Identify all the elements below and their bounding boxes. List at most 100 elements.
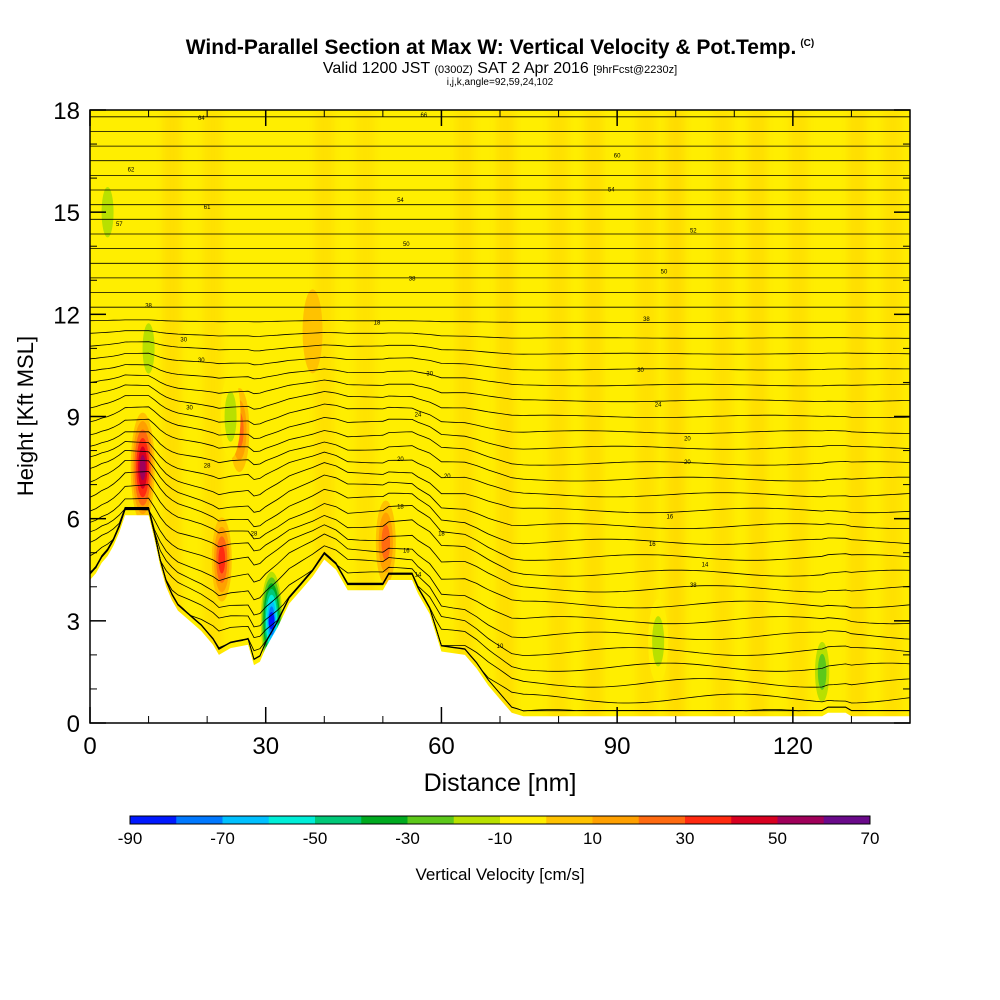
- grid-indices: i,j,k,angle=92,59,24,102: [446, 77, 554, 88]
- isentrope-label: 30: [637, 368, 644, 374]
- chart-title-text: Wind-Parallel Section at Max W: Vertical…: [185, 36, 797, 59]
- isentrope-line: [90, 508, 910, 593]
- downdraft-core: [101, 186, 114, 238]
- isentrope-label: 57: [116, 222, 123, 228]
- colorbar-swatch: [222, 816, 270, 824]
- isentrope-line: [90, 441, 910, 498]
- forecast-tag: [9hrFcst@2230z]: [593, 64, 678, 76]
- colorbar-swatch: [361, 816, 408, 824]
- isentrope-label: 10: [497, 644, 504, 650]
- isentrope-line: [90, 374, 910, 403]
- isentrope-label: 30: [426, 372, 433, 378]
- isentrope-line: [90, 507, 910, 640]
- isentrope-label: 24: [415, 413, 422, 419]
- colorbar-tick-label: -50: [303, 829, 328, 848]
- colorbar-swatch: [176, 816, 223, 824]
- isentrope-label: 18: [374, 321, 381, 327]
- isentrope-line: [90, 352, 910, 371]
- isentrope-label: 20: [684, 436, 691, 442]
- isentrope-line: [90, 431, 910, 482]
- chart-subtitle: Valid 1200 JST (0300Z) SAT 2 Apr 2016 [9…: [0, 60, 1000, 78]
- colorbar-tick-label: -10: [488, 829, 513, 848]
- colorbar-frame: [129, 815, 871, 825]
- downdraft-core: [224, 391, 237, 442]
- y-tick-label: 15: [53, 200, 80, 227]
- isentrope-line: [90, 471, 910, 545]
- colorbar-swatch: [823, 816, 871, 824]
- colorbar-swatch: [315, 816, 362, 824]
- colorbar-tick-label: -30: [395, 829, 420, 848]
- updraft-core: [139, 454, 146, 481]
- x-axis-label: Distance [nm]: [424, 769, 577, 797]
- isentrope-label: 54: [608, 188, 615, 194]
- valid-prefix: Valid 1200 JST: [322, 60, 430, 77]
- x-tick-label: 60: [428, 733, 455, 760]
- colorbar-swatch: [453, 816, 501, 824]
- colorbar-swatch: [638, 816, 686, 824]
- isentrope-line: [90, 364, 910, 387]
- isentrope-label: 38: [145, 304, 152, 310]
- isentrope-label: 14: [702, 562, 709, 568]
- isentrope-label: 62: [128, 167, 135, 173]
- field-streak: [847, 110, 867, 723]
- y-tick-label: 0: [67, 711, 80, 738]
- axes: 0 30 60 90 120 0 3 6 9 12 15 18: [53, 98, 910, 760]
- field-streak: [789, 110, 809, 723]
- colorbar-swatch: [268, 816, 316, 824]
- x-tick-label: 0: [83, 733, 96, 760]
- y-tick-label: 12: [53, 302, 80, 329]
- isentrope-label: 14: [415, 573, 422, 579]
- x-tick-label: 90: [604, 733, 631, 760]
- field-streak: [549, 110, 568, 723]
- isentrope-label: 52: [690, 229, 697, 235]
- isentrope-line: [90, 395, 910, 434]
- x-tick-label: 120: [773, 733, 813, 760]
- isentrope-line: [90, 508, 910, 688]
- field-streak: [666, 110, 686, 723]
- colorbar-tick-label: 10: [583, 829, 602, 848]
- colorbar-label: Vertical Velocity [cm/s]: [415, 865, 584, 884]
- isentrope-label: 28: [204, 464, 211, 470]
- isentrope-line: [90, 418, 910, 466]
- colorbar-tick-label: 70: [861, 829, 880, 848]
- colorbar-tick-label: -70: [210, 829, 235, 848]
- isentrope-label: 18: [438, 532, 445, 538]
- updraft-core: [218, 545, 226, 574]
- isentrope-line: [90, 508, 910, 672]
- downdraft-core: [652, 616, 665, 667]
- updraft-core: [381, 524, 391, 561]
- isentrope-label: 38: [690, 583, 697, 589]
- colorbar-tick-label: 50: [768, 829, 787, 848]
- y-tick-label: 18: [53, 98, 80, 125]
- isentrope-line: [90, 497, 910, 577]
- isentrope-line: [90, 330, 910, 339]
- isentrope-line: [90, 460, 910, 529]
- isentrope-line: [90, 507, 910, 625]
- isentrope-line: [90, 406, 910, 450]
- terrain: [90, 515, 910, 723]
- colorbar-swatch: [685, 816, 732, 824]
- isentrope-label: 20: [444, 474, 451, 480]
- colorbar-tick-label: -90: [118, 829, 143, 848]
- colorbar-swatch: [777, 816, 825, 824]
- valid-utc: (0300Z): [434, 64, 473, 76]
- isentrope-line: [90, 341, 910, 355]
- isentrope-label: 38: [409, 276, 416, 282]
- isentrope-line: [90, 319, 910, 323]
- isentrope-label: 18: [397, 504, 404, 510]
- y-axis-label: Height [Kft MSL]: [13, 336, 38, 496]
- downdraft-core: [142, 323, 155, 374]
- colorbar-swatch: [731, 816, 778, 824]
- isentrope-label: 50: [661, 269, 668, 275]
- isentrope-label: 28: [251, 532, 258, 538]
- isentrope-line: [90, 384, 910, 418]
- colorbar-tick-label: 30: [676, 829, 695, 848]
- y-tick-label: 6: [67, 507, 80, 534]
- isentrope-line: [90, 507, 910, 656]
- copyright-mark: (C): [800, 38, 815, 49]
- y-tick-label: 3: [67, 609, 80, 636]
- isentrope-label: 30: [198, 358, 205, 364]
- colorbar-swatch: [592, 816, 640, 824]
- isentrope-label: 16: [649, 542, 656, 548]
